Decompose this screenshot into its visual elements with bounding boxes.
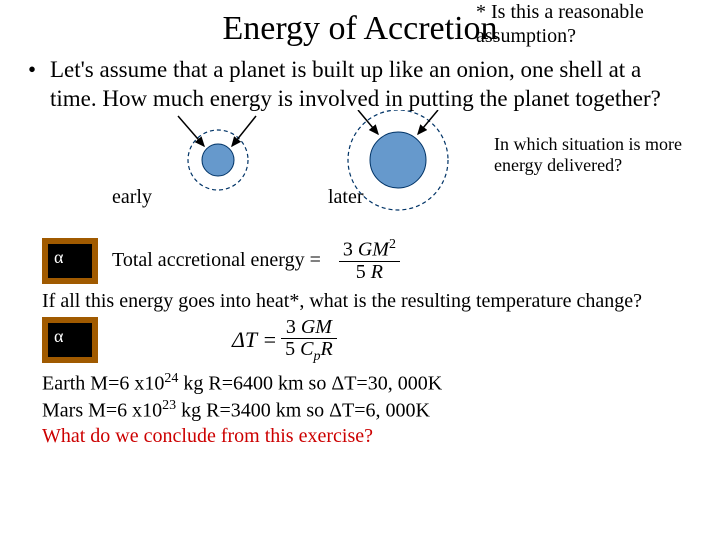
label-later: later — [328, 186, 364, 209]
para-heat: If all this energy goes into heat*, what… — [42, 290, 692, 313]
eq2-fraction: 3 GM 5 CpR — [281, 317, 337, 365]
eq1-fraction: 3 GM2 5 R — [339, 238, 400, 283]
accretion-diagram: early later In which situation is more e… — [28, 120, 692, 230]
label-side-question: In which situation is more energy delive… — [494, 134, 704, 177]
label-early: early — [112, 186, 152, 209]
bullet-main: Let's assume that a planet is built up l… — [28, 56, 692, 114]
equation-2-row: ΔT = 3 GM 5 CpR * Is this a reasonable a… — [42, 317, 692, 365]
assumption-note: * Is this a reasonable assumption? — [476, 0, 686, 48]
equation-1-row: Total accretional energy = 3 GM2 5 R — [42, 238, 692, 284]
eq1-den-const: 5 — [356, 261, 366, 283]
examples-block: Earth M=6 x1024 kg R=6400 km so ΔT=30, 0… — [42, 370, 692, 448]
alpha-box-2 — [42, 317, 98, 363]
example-earth: Earth M=6 x1024 kg R=6400 km so ΔT=30, 0… — [42, 370, 692, 397]
eq1-lead: Total accretional energy = — [112, 249, 321, 272]
eq2-lhs: ΔT = — [232, 327, 277, 353]
alpha-box-1 — [42, 238, 98, 284]
conclude-question: What do we conclude from this exercise? — [42, 424, 692, 449]
example-mars: Mars M=6 x1023 kg R=3400 km so ΔT=6, 000… — [42, 397, 692, 424]
eq1-num-const: 3 — [343, 239, 353, 261]
eq1-sup: 2 — [389, 237, 396, 252]
